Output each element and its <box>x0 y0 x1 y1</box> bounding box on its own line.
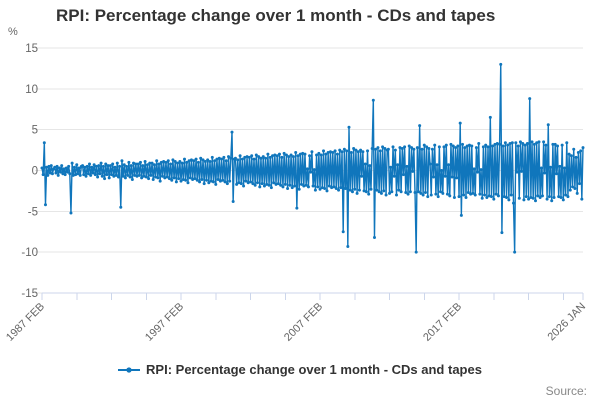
legend-line-marker-icon <box>118 366 141 373</box>
svg-text:2026 JAN: 2026 JAN <box>545 301 588 344</box>
series-markers <box>40 62 585 254</box>
svg-text:-15: -15 <box>21 288 38 300</box>
svg-text:-5: -5 <box>28 206 38 218</box>
x-axis-ticks <box>41 293 584 300</box>
svg-text:10: 10 <box>25 84 38 96</box>
svg-text:0: 0 <box>32 166 38 178</box>
svg-text:1997 FEB: 1997 FEB <box>143 301 186 344</box>
source-text: Source: <box>545 384 587 398</box>
svg-text:1987 FEB: 1987 FEB <box>4 301 47 344</box>
svg-text:15: 15 <box>25 43 38 55</box>
legend-item[interactable]: RPI: Percentage change over 1 month - CD… <box>0 362 600 377</box>
y-axis-unit-label: % <box>8 26 18 38</box>
legend-label: RPI: Percentage change over 1 month - CD… <box>146 362 482 377</box>
svg-text:2017 FEB: 2017 FEB <box>421 301 464 344</box>
y-axis-labels: 15 10 5 0 -5 -10 -15 <box>21 43 38 300</box>
svg-text:5: 5 <box>32 125 38 137</box>
x-axis-labels: 1987 FEB 1997 FEB 2007 FEB 2017 FEB 2026 JAN <box>4 301 588 344</box>
chart-title: RPI: Percentage change over 1 month - CD… <box>56 6 496 25</box>
svg-text:2007 FEB: 2007 FEB <box>282 301 325 344</box>
series-line[interactable] <box>41 63 584 253</box>
svg-text:-10: -10 <box>21 247 38 259</box>
